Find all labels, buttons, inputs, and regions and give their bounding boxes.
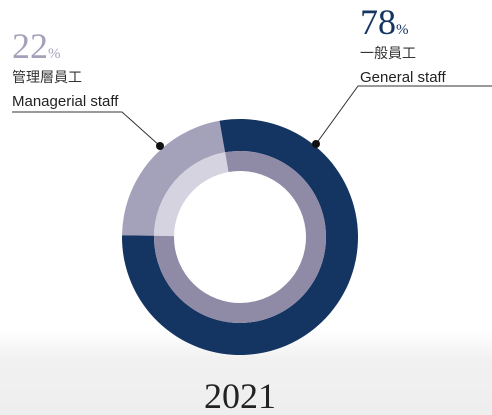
value-number: 78	[360, 2, 396, 42]
leader-line	[12, 111, 161, 147]
leader-dot	[312, 140, 320, 148]
value-number: 22	[12, 26, 48, 66]
inner-segment	[154, 152, 229, 237]
label-en: General staff	[360, 69, 446, 86]
value-label: 78%	[360, 2, 409, 42]
value-label: 22%	[12, 26, 61, 66]
leader-line	[315, 85, 492, 145]
label-zh: 一般員工	[360, 45, 416, 61]
outer-segment	[122, 120, 226, 236]
value-unit: %	[396, 22, 409, 38]
leader-dot	[156, 142, 164, 150]
value-unit: %	[48, 46, 61, 62]
year-title: 2021	[204, 376, 276, 415]
label-zh: 管理層員工	[12, 69, 82, 85]
label-en: Managerial staff	[12, 93, 119, 110]
